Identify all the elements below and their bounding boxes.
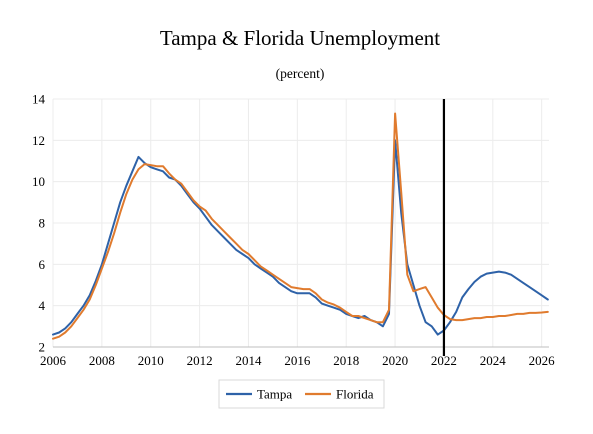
x-tick-label: 2012	[187, 353, 213, 368]
chart-subtitle: (percent)	[276, 66, 325, 81]
x-tick-label: 2016	[284, 353, 311, 368]
series-lines	[52, 112, 549, 340]
y-tick-label: 4	[39, 298, 46, 313]
series-line-florida	[52, 112, 549, 340]
chart-title: Tampa & Florida Unemployment	[160, 26, 440, 50]
x-tick-label: 2024	[480, 353, 507, 368]
y-tick-label: 8	[39, 216, 46, 231]
x-tick-label: 2020	[382, 353, 408, 368]
legend-label-florida: Florida	[336, 387, 374, 402]
x-tick-labels: 2006 2008 2010 2012 2014 2016 2018 2020 2022 2024…	[40, 353, 555, 368]
legend-label-tampa: Tampa	[257, 387, 292, 402]
x-tick-label: 2022	[431, 353, 457, 368]
x-tick-label: 2018	[333, 353, 359, 368]
x-tick-label: 2026	[529, 353, 556, 368]
y-tick-label: 12	[32, 133, 45, 148]
y-tick-labels: 2 4 6 8 10 12 14	[32, 92, 46, 355]
y-tick-label: 10	[32, 174, 45, 189]
x-tick-label: 2014	[235, 353, 262, 368]
y-tick-label: 6	[39, 257, 46, 272]
series-line-tampa	[52, 139, 549, 336]
grid-lines	[52, 98, 549, 348]
x-tick-label: 2008	[89, 353, 115, 368]
legend: Tampa Florida	[218, 379, 385, 409]
x-tick-label: 2010	[138, 353, 164, 368]
y-tick-label: 14	[32, 92, 46, 107]
x-tick-label: 2006	[40, 353, 67, 368]
y-tick-label: 2	[39, 340, 46, 355]
